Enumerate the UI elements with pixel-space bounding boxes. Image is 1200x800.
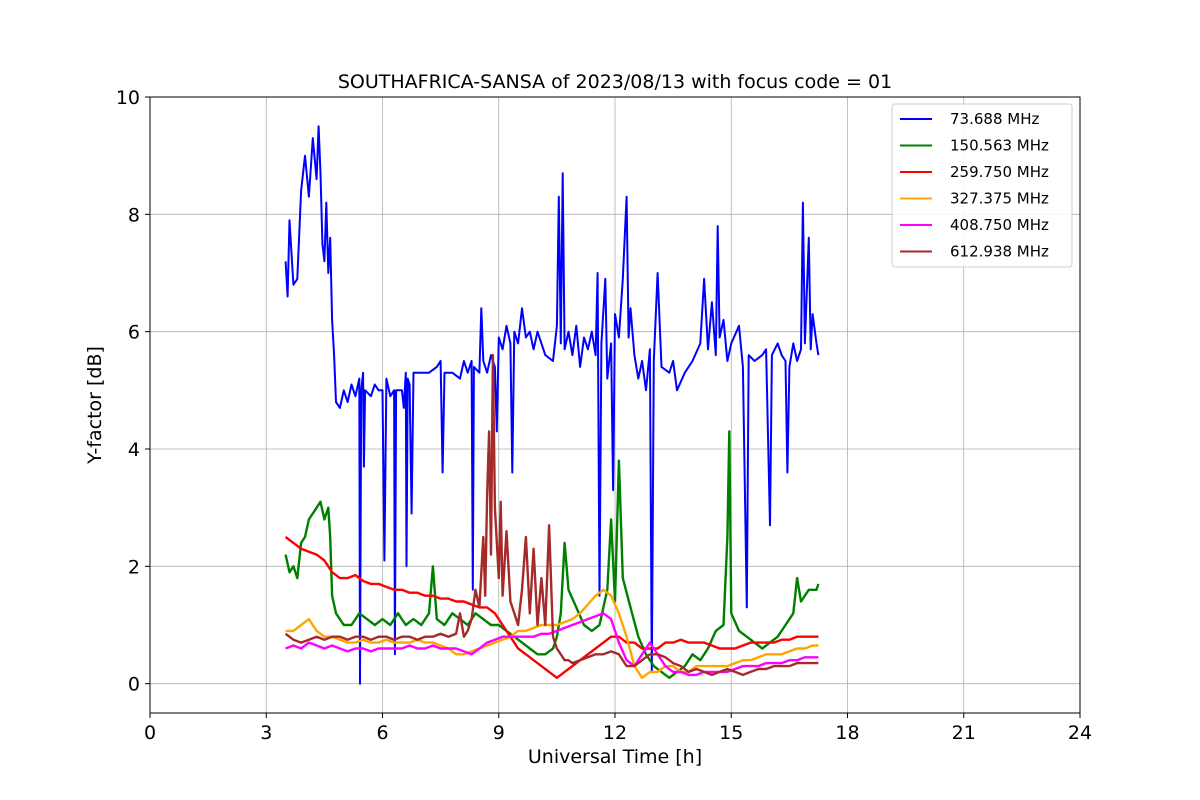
x-tick-label-0: 0	[144, 722, 156, 744]
legend-label-1: 150.563 MHz	[950, 137, 1049, 155]
x-tick-label-1: 3	[260, 722, 272, 744]
x-tick-label-6: 18	[835, 722, 859, 744]
x-tick-label-5: 15	[719, 722, 743, 744]
y-tick-label-4: 8	[128, 204, 140, 226]
series-line-1	[284, 430, 820, 679]
x-axis-title: Universal Time [h]	[528, 746, 702, 768]
series-lines	[284, 125, 820, 685]
legend-label-3: 327.375 MHz	[950, 190, 1049, 208]
legend-box	[891, 103, 1073, 268]
y-tick-label-3: 6	[128, 322, 140, 344]
series-line-0	[284, 125, 820, 685]
y-tick-label-5: 10	[116, 87, 140, 109]
x-tick-label-3: 9	[493, 722, 505, 744]
x-tick-label-4: 12	[603, 722, 627, 744]
legend-label-5: 612.938 MHz	[950, 243, 1049, 261]
x-tick-label-8: 24	[1068, 722, 1092, 744]
legend-label-4: 408.750 MHz	[950, 216, 1049, 234]
series-line-2	[284, 536, 819, 679]
y-axis-title: Y-factor [dB]	[84, 346, 106, 465]
legend-label-0: 73.688 MHz	[950, 110, 1039, 128]
legend-label-2: 259.750 MHz	[950, 163, 1049, 181]
x-tick-label-7: 21	[952, 722, 976, 744]
chart-title: SOUTHAFRICA-SANSA of 2023/08/13 with foc…	[338, 71, 892, 93]
y-tick-label-1: 2	[128, 556, 140, 578]
y-tick-label-0: 0	[128, 674, 140, 696]
x-tick-label-2: 6	[376, 722, 388, 744]
legend: 73.688 MHz 150.563 MHz 259.750 MHz 327.375 …	[891, 103, 1073, 268]
y-tick-label-2: 4	[128, 439, 140, 461]
series-line-5	[284, 353, 819, 677]
